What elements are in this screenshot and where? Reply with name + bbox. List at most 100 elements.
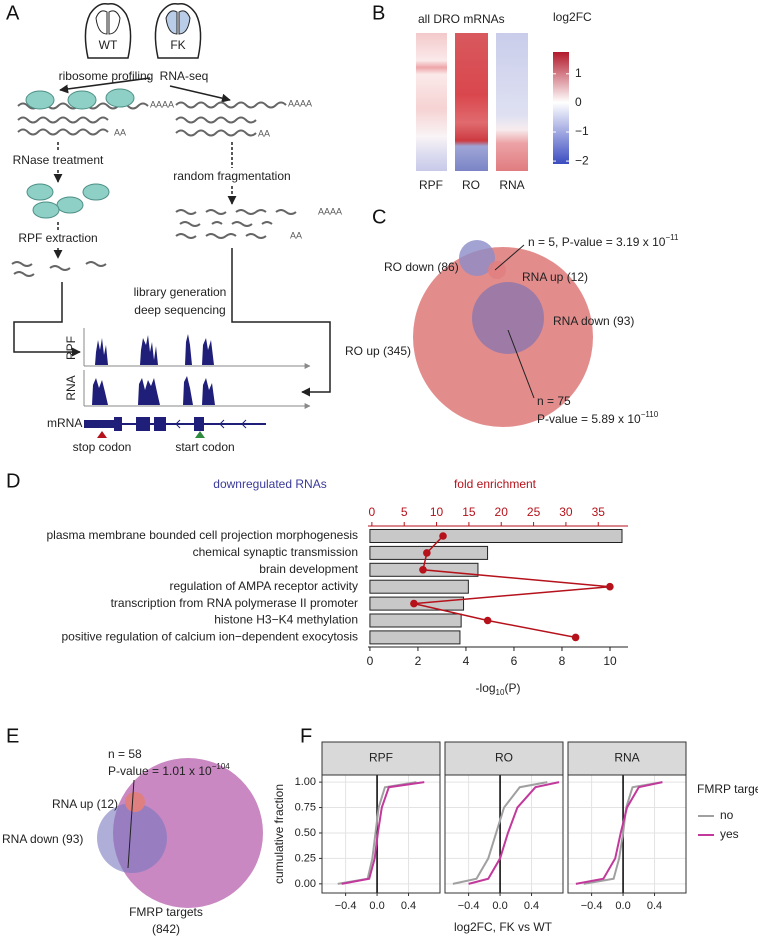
step-label: library generation <box>134 285 227 299</box>
colorbar-label: log2FC <box>553 10 592 24</box>
step-label: RNase treatment <box>13 153 104 167</box>
set-circle <box>125 792 145 812</box>
annotation-text: P-value = 1.01 x 10 <box>108 764 212 778</box>
set-label: RO down (86) <box>384 260 459 274</box>
colorbar-tick-label: 1 <box>575 66 582 80</box>
arrow <box>169 85 231 103</box>
enrichment-point <box>571 633 580 642</box>
x2-tick-label: 25 <box>527 505 541 519</box>
exon <box>154 417 166 431</box>
strip-label: RNA <box>614 751 639 765</box>
step-label: deep sequencing <box>134 303 225 317</box>
chart-title: downregulated RNAs <box>213 477 326 491</box>
fragment <box>175 233 267 239</box>
axis-title-part: -log <box>476 681 496 695</box>
x2-tick-label: 15 <box>462 505 476 519</box>
category-label: positive regulation of calcium ion−depen… <box>61 630 358 644</box>
fragment <box>13 271 35 277</box>
heatmap-title: all DRO mRNAs <box>418 12 505 26</box>
x-tick-label: 6 <box>511 654 518 668</box>
exon <box>114 417 122 431</box>
arrow <box>231 248 331 397</box>
colorbar-gradient <box>553 52 569 164</box>
panel-bg <box>568 775 686 893</box>
x-tick-label: 4 <box>463 654 470 668</box>
x-tick-label: 0.4 <box>524 900 539 912</box>
set-label: FMRP targets <box>129 905 203 919</box>
legend-label: yes <box>720 827 739 841</box>
strip <box>567 741 687 776</box>
ecdf-curve <box>575 781 663 885</box>
set-circle <box>113 758 263 908</box>
bar <box>369 579 469 594</box>
annotation: n = 75 <box>537 394 571 408</box>
schematic: WT FK ribosome profiling RNA-seq AAAA AA… <box>11 2 342 454</box>
heatmap-column <box>416 33 447 171</box>
mrna-strand <box>175 116 257 124</box>
legend-label: no <box>720 808 734 822</box>
fragment <box>175 209 297 215</box>
poly-a: AA <box>258 128 270 138</box>
ribosome <box>82 183 110 201</box>
annotation-exponent: −104 <box>212 762 231 771</box>
heatmap-column <box>496 33 528 171</box>
mrna-strand <box>175 101 287 109</box>
bar <box>369 630 461 645</box>
set-label: RO up (345) <box>345 344 411 358</box>
poly-a: AA <box>114 127 126 137</box>
annotation: n = 58 <box>108 747 142 761</box>
category-label: chemical synaptic transmission <box>193 545 358 559</box>
leader <box>494 244 525 271</box>
panel-label: C <box>372 206 386 228</box>
category-label: plasma membrane bounded cell projection … <box>46 528 358 542</box>
enrichment-point <box>419 566 427 574</box>
x-tick-label: 10 <box>603 654 617 668</box>
y-tick-label: 1.00 <box>295 776 316 788</box>
set-circle <box>459 240 495 276</box>
set-label: (842) <box>152 922 180 936</box>
panel-label: A <box>6 2 20 24</box>
x-tick-label: 0 <box>367 654 374 668</box>
heatmap-column <box>455 33 488 171</box>
category-label: histone H3−K4 methylation <box>214 613 358 627</box>
column-label: RNA <box>499 178 524 192</box>
step-label: RPF extraction <box>18 231 97 245</box>
annotation-exponent: −11 <box>665 233 679 242</box>
panel-label: E <box>6 725 19 747</box>
panel-border <box>321 774 441 894</box>
track-label: RNA <box>64 375 78 400</box>
category-label: regulation of AMPA receptor activity <box>169 579 358 593</box>
axis-title: cumulative fraction <box>272 784 286 884</box>
x-tick-label: 2 <box>415 654 422 668</box>
ribosome <box>32 201 60 219</box>
ecdf-curve <box>341 781 425 885</box>
x-tick-label: −0.4 <box>335 900 357 912</box>
annotation: n = 5, P-value = 3.19 x 10−11 <box>528 233 679 249</box>
fragment <box>85 261 107 267</box>
axis-title-part: (P) <box>504 681 520 695</box>
enrichment-point <box>483 616 492 625</box>
mrna-strand <box>175 129 257 137</box>
x2-tick-label: 35 <box>592 505 606 519</box>
category-label: brain development <box>259 562 358 576</box>
panel-border <box>444 774 564 894</box>
set-circle <box>97 803 167 873</box>
poly-a: AAAA <box>150 99 174 109</box>
ecdf-curve <box>452 781 548 885</box>
enrichment-point <box>410 599 418 608</box>
category-label: transcription from RNA polymerase II pro… <box>111 596 358 610</box>
set-label: RNA up (12) <box>52 797 118 811</box>
arrow <box>13 282 81 357</box>
x-tick-label: −0.4 <box>581 900 603 912</box>
colorbar-tick-label: −1 <box>575 124 589 138</box>
set-label: RNA up (12) <box>522 270 588 284</box>
brain <box>95 10 121 35</box>
x2-tick-label: 20 <box>495 505 509 519</box>
go-chart: downregulated RNAs fold enrichment 0 5 10 15 2… <box>46 477 628 697</box>
x2-tick-label: 10 <box>430 505 444 519</box>
set-label: RNA down (93) <box>2 832 83 846</box>
ribosome <box>56 196 84 214</box>
mouse-label: WT <box>99 38 118 52</box>
